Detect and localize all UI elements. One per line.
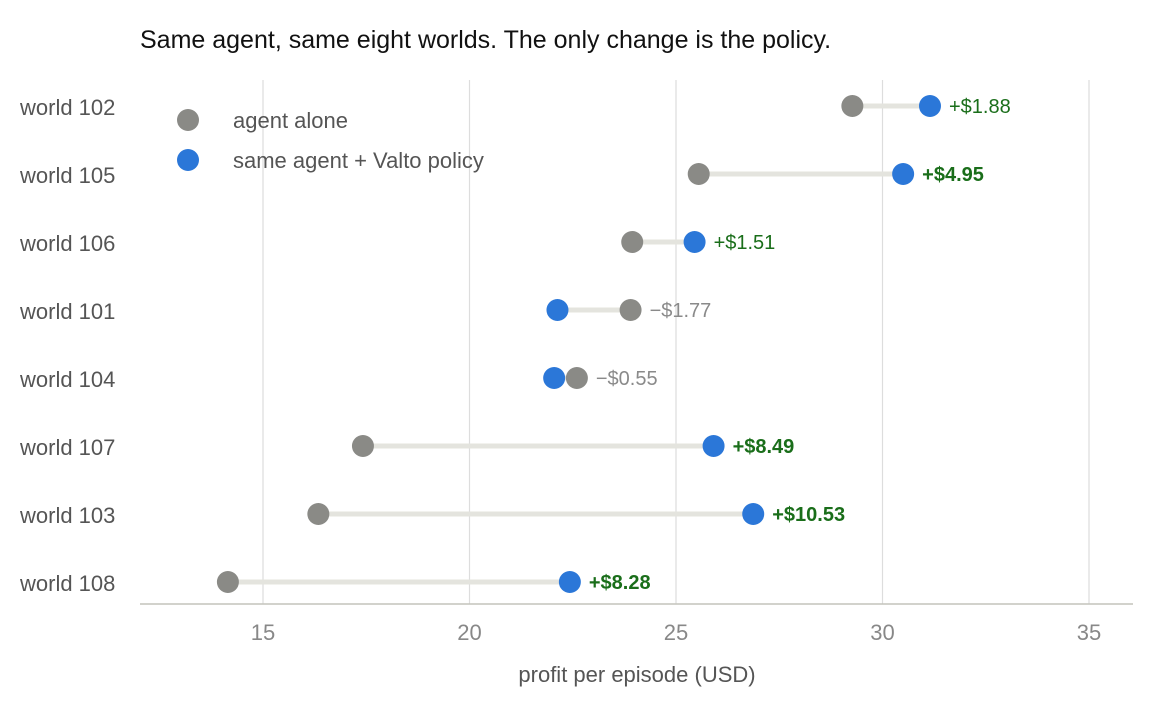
baseline-point	[841, 95, 864, 117]
category-label: world 106	[19, 231, 115, 256]
policy-point	[892, 163, 915, 185]
x-tick-label: 20	[457, 620, 481, 645]
connector-lines	[225, 103, 933, 585]
x-tick-label: 15	[251, 620, 275, 645]
policy-point	[558, 571, 581, 593]
x-axis-title: profit per episode (USD)	[518, 662, 755, 687]
delta-label: −$0.55	[596, 368, 658, 390]
baseline-point	[621, 231, 644, 253]
chart-title: Same agent, same eight worlds. The only …	[140, 26, 831, 54]
baseline-point	[351, 435, 374, 457]
category-label: world 104	[19, 367, 115, 392]
category-label: world 108	[19, 571, 115, 596]
category-label: world 103	[19, 503, 115, 528]
category-label: world 101	[19, 299, 115, 324]
policy-point	[683, 231, 706, 253]
delta-label: +$4.95	[922, 164, 984, 186]
category-label: world 105	[19, 163, 115, 188]
delta-label: −$1.77	[650, 300, 712, 322]
baseline-point	[565, 367, 588, 389]
category-label: world 107	[19, 435, 115, 460]
x-tick-label: 25	[664, 620, 688, 645]
legend-marker-baseline	[177, 109, 199, 131]
x-tick-label: 35	[1077, 620, 1101, 645]
x-tick-labels: 15 20 25 30 35	[251, 620, 1101, 645]
baseline-point	[619, 299, 642, 321]
x-tick-label: 30	[870, 620, 894, 645]
delta-label: +$1.88	[949, 96, 1011, 118]
data-points	[216, 95, 941, 593]
delta-labels: +$1.88 +$4.95 +$1.51 −$1.77 −$0.55 +$8.49 +$10…	[589, 96, 1011, 594]
legend-label-policy: same agent + Valto policy	[233, 148, 484, 173]
policy-point	[918, 95, 941, 117]
gridlines	[262, 80, 1090, 604]
policy-point	[546, 299, 569, 321]
category-labels: world 102 world 105 world 106 world 101 worl…	[19, 95, 115, 596]
delta-label: +$10.53	[772, 504, 845, 526]
baseline-point	[687, 163, 710, 185]
delta-label: +$1.51	[714, 232, 776, 254]
legend-marker-policy	[177, 149, 199, 171]
delta-label: +$8.28	[589, 572, 651, 594]
policy-point	[543, 367, 566, 389]
baseline-point	[216, 571, 239, 593]
category-label: world 102	[19, 95, 115, 120]
policy-point	[702, 435, 725, 457]
policy-point	[742, 503, 765, 525]
delta-label: +$8.49	[733, 436, 795, 458]
legend: agent alone same agent + Valto policy	[177, 108, 484, 173]
legend-label-baseline: agent alone	[233, 108, 348, 133]
baseline-point	[307, 503, 330, 525]
